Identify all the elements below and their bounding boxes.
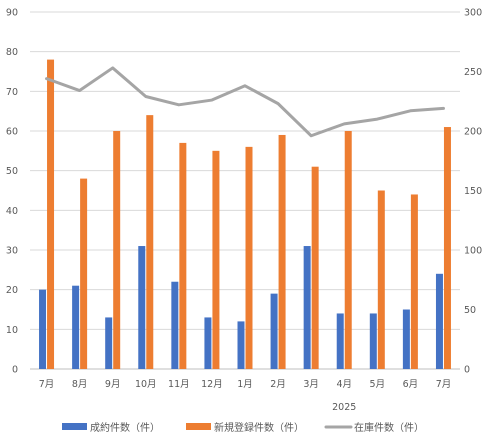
series-line [45, 66, 445, 138]
gridlines [30, 11, 460, 370]
x-tick-label: 6月 [403, 379, 419, 390]
legend-swatch [186, 423, 211, 430]
y-right-tick-label: 100 [464, 246, 482, 257]
bar [105, 317, 113, 369]
y-left-tick-label: 30 [6, 246, 18, 257]
x-tick-label: 2月 [270, 379, 286, 390]
legend-label: 成約件数（件） [90, 421, 160, 434]
bar [212, 150, 220, 369]
y-left-tick-label: 20 [6, 285, 18, 296]
y-left-tick-label: 70 [6, 87, 18, 98]
x-tick-label: 8月 [72, 379, 88, 390]
x-tick-label: 10月 [135, 379, 157, 390]
x-tick-label: 1月 [237, 379, 253, 390]
bar [237, 321, 245, 369]
bar [39, 289, 47, 369]
year-label: 2025 [332, 402, 356, 413]
bar [435, 273, 443, 369]
y-left-tick-label: 40 [6, 206, 18, 217]
bar [47, 59, 55, 369]
y-left-tick-label: 90 [6, 8, 18, 19]
bar [245, 146, 253, 369]
bar [311, 166, 319, 369]
bar [72, 285, 80, 369]
y-right-tick-label: 250 [464, 67, 482, 78]
bar [138, 246, 146, 369]
bar [344, 131, 352, 369]
bar [402, 309, 410, 369]
bar [113, 131, 121, 369]
x-tick-label: 4月 [336, 379, 352, 390]
y-right-tick-label: 50 [464, 305, 476, 316]
bar [80, 178, 88, 369]
x-tick-label: 3月 [303, 379, 319, 390]
bar [179, 142, 187, 369]
y-right-tick-label: 200 [464, 127, 482, 138]
bar-series [39, 59, 451, 370]
y-right-tick-label: 0 [464, 365, 470, 376]
x-tick-label: 7月 [436, 379, 452, 390]
legend: 成約件数（件） 新規登録件数（件） 在庫件数（件） [62, 421, 424, 434]
y-left-tick-label: 10 [6, 325, 18, 336]
bar [204, 317, 212, 369]
x-tick-label: 11月 [168, 379, 190, 390]
y-right-tick-label: 300 [464, 8, 482, 19]
x-tick-label: 7月 [39, 379, 55, 390]
legend-label: 在庫件数（件） [354, 421, 424, 434]
y-left-tick-label: 0 [12, 365, 18, 376]
y-right-tick-label: 150 [464, 186, 482, 197]
y-left-tick-label: 60 [6, 127, 18, 138]
bar [369, 313, 377, 369]
bar [443, 127, 451, 370]
x-tick-label: 12月 [201, 379, 223, 390]
bar [278, 134, 286, 369]
bar [171, 281, 179, 369]
bar [410, 194, 418, 369]
axis-labels: 0 10 20 30 40 50 60 70 80 90 0 50 100 150 200 250 300 7月 8… [6, 8, 482, 391]
legend-swatch [62, 423, 87, 430]
line-series [45, 66, 445, 138]
legend-label: 新規登録件数（件） [214, 421, 304, 434]
x-tick-label: 5月 [370, 379, 386, 390]
bar [303, 246, 311, 369]
y-left-tick-label: 50 [6, 166, 18, 177]
bar [336, 313, 344, 369]
x-tick-label: 9月 [105, 379, 121, 390]
bar [270, 293, 278, 369]
bar [377, 190, 385, 369]
bar [146, 115, 154, 369]
y-left-tick-label: 80 [6, 47, 18, 58]
